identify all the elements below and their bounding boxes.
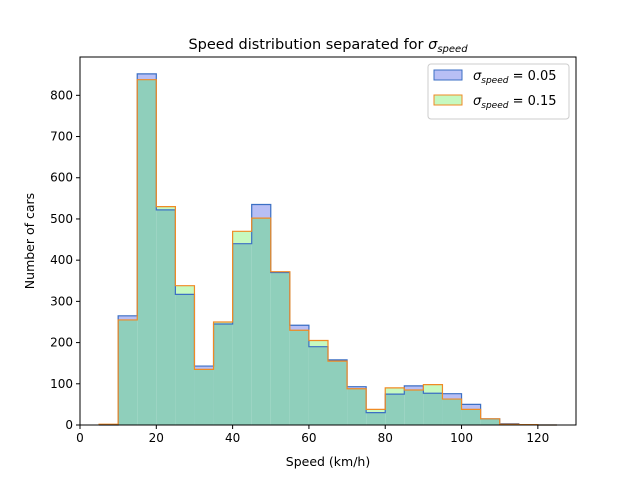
histogram-bar-excess [347, 386, 367, 389]
histogram-bar-overlap [480, 418, 500, 425]
histogram-bar-overlap [347, 388, 367, 425]
histogram-bar-overlap [137, 79, 157, 426]
histogram-bar-excess [308, 340, 328, 347]
histogram-bar-overlap [289, 330, 309, 425]
histogram-bar-excess [423, 384, 443, 394]
axes: 0 20 40 60 80 100 120 0 100 200 300 400 500 600 700 800 [50, 56, 577, 445]
y-tick-label: 700 [50, 130, 73, 144]
x-tick-label: 60 [301, 431, 316, 445]
x-tick-label: 20 [149, 431, 164, 445]
chart-title-symbol: σ [428, 37, 438, 53]
histogram-bar-overlap [328, 361, 348, 425]
histogram-bar-excess [232, 231, 252, 244]
x-tick-label: 0 [76, 431, 84, 445]
legend-swatch [433, 94, 463, 106]
histogram-bar-overlap [175, 294, 195, 425]
chart-title-text: Speed distribution separated for [188, 37, 428, 53]
histogram-bar-overlap [423, 393, 443, 425]
y-tick-label: 0 [65, 418, 73, 432]
histogram-bar-excess [461, 404, 481, 410]
chart-title-subscript: speed [437, 44, 468, 55]
histogram-bar-overlap [461, 409, 481, 425]
histogram-bar-excess [251, 204, 271, 219]
x-tick-label: 80 [378, 431, 393, 445]
histogram-bar-excess [213, 321, 233, 325]
y-tick-label: 300 [50, 294, 73, 308]
axes-frame [79, 56, 577, 426]
histogram-bar-overlap [194, 369, 214, 425]
y-tick-label: 100 [50, 377, 73, 391]
legend-label: σspeed = 0.05 [473, 69, 557, 86]
plot-area [98, 73, 557, 426]
x-tick-label: 40 [225, 431, 240, 445]
histogram-bar-excess [194, 366, 214, 370]
series-outline-sigma-0.15 [98, 79, 557, 426]
x-axis-label: Speed (km/h) [286, 454, 370, 469]
histogram-bar-excess [175, 285, 195, 295]
x-tick-label: 100 [450, 431, 473, 445]
histogram-bar-overlap [213, 324, 233, 425]
y-tick-label: 800 [50, 88, 73, 102]
histogram-bar-overlap [251, 218, 271, 425]
y-axis-label: Number of cars [22, 193, 37, 289]
y-tick-label: 200 [50, 336, 73, 350]
y-tick-label: 400 [50, 253, 73, 267]
histogram-bar-overlap [404, 389, 424, 425]
histogram-bar-excess [328, 359, 348, 362]
histogram-bar-excess [156, 206, 176, 210]
histogram-bar-excess [366, 409, 386, 413]
histogram-bar-overlap [270, 272, 290, 425]
histogram-bar-overlap [385, 394, 405, 425]
histogram-bar-overlap [232, 243, 252, 425]
histogram-bar-excess [137, 73, 157, 80]
legend-label: σspeed = 0.15 [473, 94, 557, 111]
legend-swatch [433, 69, 463, 81]
histogram-bar-overlap [118, 319, 138, 425]
histogram-bar-excess [289, 325, 309, 331]
histogram-bar-overlap [156, 209, 176, 425]
histogram-bar-excess [118, 315, 138, 320]
histogram-bar-excess [404, 385, 424, 390]
y-tick-label: 500 [50, 212, 73, 226]
x-tick-label: 120 [526, 431, 549, 445]
legend: σspeed = 0.05 σspeed = 0.15 [427, 63, 570, 120]
y-tick-label: 600 [50, 171, 73, 185]
histogram-bar-overlap [308, 346, 328, 425]
chart-title: Speed distribution separated for σspeed [188, 37, 468, 55]
histogram-bar-excess [385, 387, 405, 395]
histogram-bar-overlap [442, 399, 462, 425]
legend-box [427, 63, 570, 120]
histogram-bar-excess [442, 393, 462, 400]
histogram-bar-overlap [366, 412, 386, 425]
